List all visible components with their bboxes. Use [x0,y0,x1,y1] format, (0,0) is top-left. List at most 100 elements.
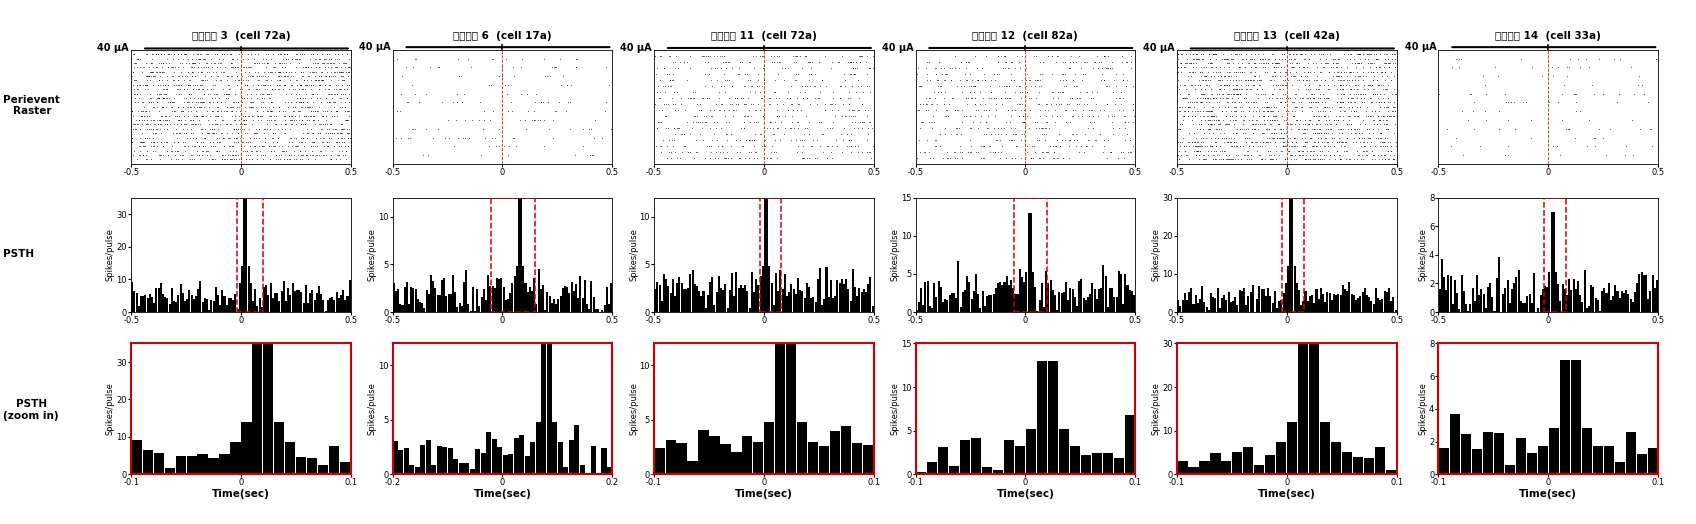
Point [704,75,731,84]
Point [1297,98,1325,106]
Point [1299,94,1326,102]
Point [288,103,315,111]
Point [663,154,690,162]
Point [321,129,348,137]
Point [704,136,731,144]
Point [153,138,180,146]
Bar [153,303,156,312]
Point [1294,147,1321,155]
Point [488,72,516,80]
Point [1204,120,1231,128]
Point [1240,59,1267,67]
Point [1335,94,1362,102]
Point [1258,72,1286,80]
Bar [916,310,918,312]
Point [139,125,166,133]
Text: 40 μA: 40 μA [621,43,651,53]
Point [278,54,305,63]
Point [751,75,778,84]
Point [1325,54,1352,63]
Point [165,129,192,137]
Bar [1258,286,1260,312]
Point [159,120,187,128]
Point [314,90,341,98]
Point [304,142,331,150]
Bar [975,274,977,312]
Bar [166,298,168,312]
Point [1209,50,1236,58]
Point [670,141,697,150]
Point [129,151,156,159]
Point [200,81,227,89]
Point [1301,129,1328,137]
Point [948,88,975,96]
Point [1306,125,1333,133]
Point [1345,133,1372,141]
Point [1264,94,1291,102]
Point [309,133,336,141]
Point [714,154,741,162]
Point [1596,125,1623,133]
Point [227,155,254,163]
Point [918,100,945,108]
Point [1250,129,1277,137]
Point [322,98,349,106]
Point [310,81,338,89]
Bar [492,439,497,474]
Point [198,155,226,163]
Point [1370,142,1398,150]
Bar [536,304,538,312]
Point [970,141,997,150]
Point [736,136,763,144]
Point [1494,116,1521,124]
Bar [258,298,261,312]
Point [1264,103,1291,111]
Point [315,98,343,106]
Point [259,50,287,58]
Point [271,120,298,128]
Point [192,112,219,120]
Bar [188,290,190,312]
Point [190,138,217,146]
Bar [324,311,327,312]
Point [212,94,239,102]
Point [829,136,856,144]
Point [750,112,777,120]
Point [728,94,755,102]
Point [1352,54,1379,63]
Y-axis label: Spikes/pulse: Spikes/pulse [105,383,115,435]
Point [129,120,156,128]
Point [1223,72,1250,80]
Point [1313,129,1340,137]
Point [773,106,801,114]
Point [1046,129,1074,138]
Point [1179,81,1206,89]
Point [220,133,248,141]
Point [153,116,180,124]
Point [841,118,868,126]
Point [855,129,882,138]
Point [712,129,739,138]
Point [1189,133,1216,141]
Point [1291,151,1318,159]
Point [1445,63,1472,71]
Point [1326,103,1353,111]
Point [1196,125,1223,133]
Point [836,88,863,96]
Bar [331,298,332,312]
Point [120,50,148,58]
Point [1182,50,1209,58]
Point [1260,116,1287,124]
Point [1041,106,1068,114]
Point [204,147,231,155]
Point [1562,90,1589,98]
Point [1287,98,1314,106]
Point [1040,88,1067,96]
Point [1289,133,1316,141]
Point [181,59,209,67]
Point [1075,136,1102,144]
Point [1296,81,1323,89]
Point [784,148,811,156]
Point [1192,63,1219,71]
Point [231,107,258,115]
